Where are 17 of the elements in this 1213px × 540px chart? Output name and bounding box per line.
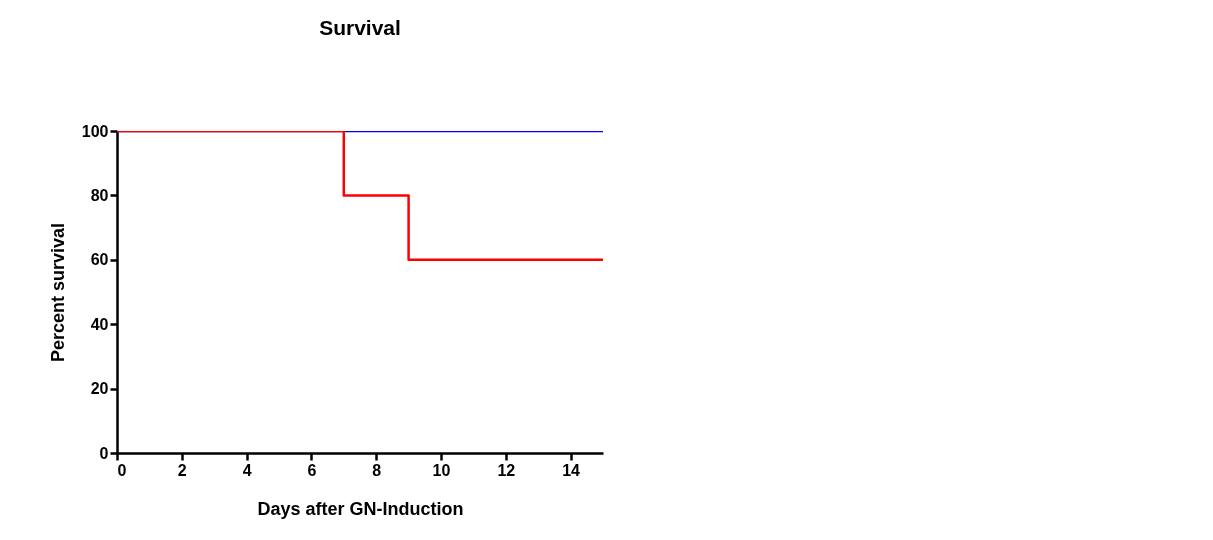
x-tick-label: 8 (372, 461, 382, 479)
y-tick-label: 0 (99, 444, 109, 462)
y-tick-label: 20 (90, 380, 109, 398)
x-axis-title: Days after GN-Induction (257, 498, 464, 519)
x-tick-label: 0 (117, 461, 127, 479)
x-tick-label: 12 (497, 461, 516, 479)
chart-title: Survival (319, 16, 401, 39)
y-tick-label: 80 (90, 186, 109, 204)
y-axis-title: Percent survival (47, 222, 68, 363)
x-tick-label: 6 (307, 461, 317, 479)
x-tick-label: 10 (432, 461, 451, 479)
x-tick-label: 4 (242, 461, 252, 479)
y-tick-label: 40 (90, 315, 109, 333)
y-tick-label: 60 (90, 251, 109, 269)
x-tick-label: 14 (562, 461, 581, 479)
x-tick-label: 2 (177, 461, 187, 479)
y-tick-label: 100 (81, 122, 109, 140)
